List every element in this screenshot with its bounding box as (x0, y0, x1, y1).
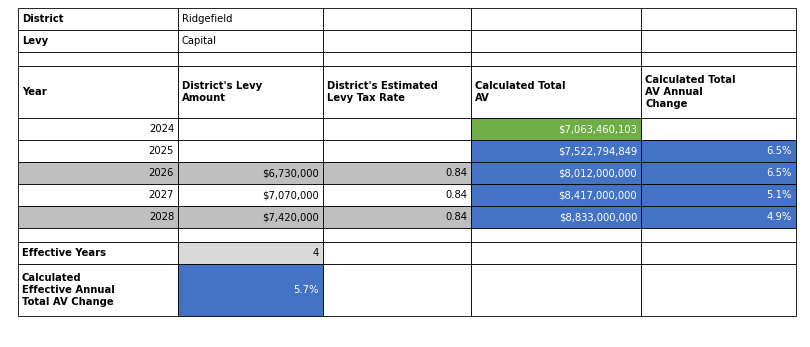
Text: 4.9%: 4.9% (767, 212, 792, 222)
Text: Levy: Levy (22, 36, 48, 46)
Text: 2026: 2026 (148, 168, 174, 178)
Text: 0.84: 0.84 (445, 190, 467, 200)
Text: Effective Years: Effective Years (22, 248, 106, 258)
Bar (323, 264, 471, 316)
Bar (471, 66, 641, 118)
Text: 5.1%: 5.1% (766, 190, 792, 200)
Bar (323, 140, 471, 162)
Text: 6.5%: 6.5% (766, 168, 792, 178)
Bar (178, 264, 323, 316)
Bar (18, 162, 178, 184)
Bar (323, 162, 471, 184)
Text: 6.5%: 6.5% (766, 146, 792, 156)
Bar (641, 162, 796, 184)
Bar (178, 206, 323, 228)
Bar (471, 140, 641, 162)
Text: 4: 4 (313, 248, 319, 258)
Bar (18, 206, 178, 228)
Bar (471, 228, 641, 242)
Text: Calculated Total
AV Annual
Change: Calculated Total AV Annual Change (645, 75, 735, 109)
Text: 2025: 2025 (148, 146, 174, 156)
Bar (471, 30, 641, 52)
Bar (178, 118, 323, 140)
Bar (641, 66, 796, 118)
Text: 2028: 2028 (149, 212, 174, 222)
Bar (178, 30, 323, 52)
Bar (178, 66, 323, 118)
Text: $7,420,000: $7,420,000 (262, 212, 319, 222)
Bar (18, 30, 178, 52)
Bar (178, 228, 323, 242)
Bar (323, 184, 471, 206)
Text: $7,063,460,103: $7,063,460,103 (558, 124, 637, 134)
Bar (641, 184, 796, 206)
Bar (641, 264, 796, 316)
Bar (18, 118, 178, 140)
Text: 2027: 2027 (148, 190, 174, 200)
Bar (471, 242, 641, 264)
Bar (18, 8, 178, 30)
Bar (323, 206, 471, 228)
Bar (641, 206, 796, 228)
Text: District's Levy
Amount: District's Levy Amount (182, 81, 262, 103)
Bar (178, 140, 323, 162)
Text: $8,833,000,000: $8,833,000,000 (559, 212, 637, 222)
Bar (18, 140, 178, 162)
Text: District: District (22, 14, 63, 24)
Text: Capital: Capital (182, 36, 217, 46)
Bar (641, 242, 796, 264)
Bar (641, 52, 796, 66)
Bar (641, 228, 796, 242)
Bar (323, 228, 471, 242)
Bar (471, 162, 641, 184)
Bar (18, 242, 178, 264)
Bar (471, 184, 641, 206)
Bar (471, 8, 641, 30)
Text: Ridgefield: Ridgefield (182, 14, 232, 24)
Bar (323, 118, 471, 140)
Bar (641, 118, 796, 140)
Bar (641, 8, 796, 30)
Text: 5.7%: 5.7% (293, 285, 319, 295)
Bar (323, 8, 471, 30)
Bar (178, 184, 323, 206)
Bar (323, 52, 471, 66)
Bar (18, 52, 178, 66)
Bar (471, 264, 641, 316)
Text: $8,012,000,000: $8,012,000,000 (558, 168, 637, 178)
Bar (323, 242, 471, 264)
Text: Calculated Total
AV: Calculated Total AV (475, 81, 565, 103)
Bar (178, 52, 323, 66)
Text: $8,417,000,000: $8,417,000,000 (558, 190, 637, 200)
Text: 0.84: 0.84 (445, 212, 467, 222)
Bar (18, 184, 178, 206)
Text: Calculated
Effective Annual
Total AV Change: Calculated Effective Annual Total AV Cha… (22, 273, 115, 307)
Bar (641, 140, 796, 162)
Bar (471, 206, 641, 228)
Bar (178, 8, 323, 30)
Bar (471, 118, 641, 140)
Text: District's Estimated
Levy Tax Rate: District's Estimated Levy Tax Rate (327, 81, 438, 103)
Text: 0.84: 0.84 (445, 168, 467, 178)
Bar (471, 52, 641, 66)
Text: $7,522,794,849: $7,522,794,849 (558, 146, 637, 156)
Text: $7,070,000: $7,070,000 (262, 190, 319, 200)
Text: 2024: 2024 (149, 124, 174, 134)
Text: Year: Year (22, 87, 47, 97)
Bar (18, 264, 178, 316)
Bar (18, 228, 178, 242)
Text: $6,730,000: $6,730,000 (262, 168, 319, 178)
Bar (641, 30, 796, 52)
Bar (178, 242, 323, 264)
Bar (178, 162, 323, 184)
Bar (323, 30, 471, 52)
Bar (18, 66, 178, 118)
Bar (323, 66, 471, 118)
